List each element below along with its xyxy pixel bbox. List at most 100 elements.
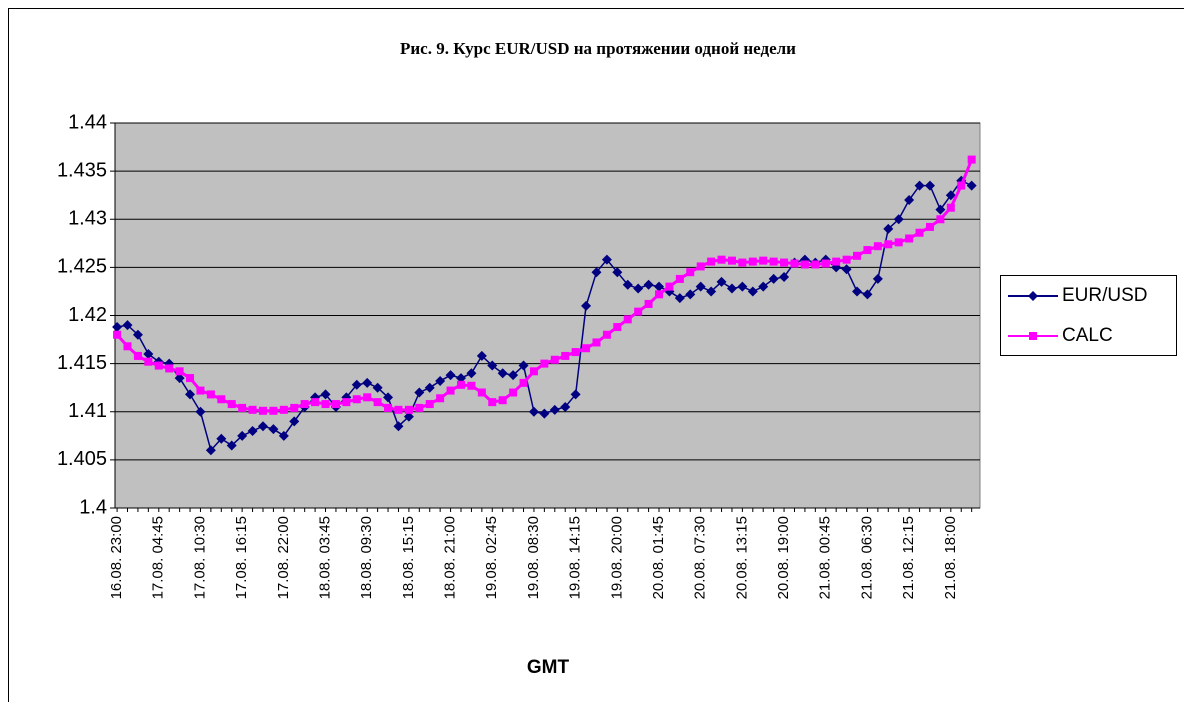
data-point xyxy=(905,234,914,243)
legend-label: CALC xyxy=(1062,325,1113,346)
data-point xyxy=(601,254,612,265)
data-point xyxy=(456,373,466,384)
data-point xyxy=(779,272,790,282)
data-point xyxy=(331,400,340,409)
data-point xyxy=(404,405,413,414)
x-tick-label: 18.08. 03:45 xyxy=(316,516,333,599)
data-point xyxy=(217,395,226,404)
data-point xyxy=(132,329,143,340)
data-point xyxy=(602,330,611,339)
y-tick-label: 1.41 xyxy=(68,400,107,422)
data-point xyxy=(759,256,768,265)
data-point xyxy=(113,330,122,339)
data-point xyxy=(133,351,142,360)
x-tick-label: 18.08. 15:15 xyxy=(400,516,417,599)
data-point xyxy=(967,155,976,164)
data-point xyxy=(957,181,966,190)
legend-box xyxy=(1000,275,1177,356)
x-tick-label: 21.08. 18:00 xyxy=(942,516,959,599)
data-point xyxy=(321,400,330,409)
data-point xyxy=(852,286,863,297)
data-point xyxy=(613,323,622,332)
data-point xyxy=(884,240,893,249)
data-point xyxy=(738,258,747,267)
x-tick-label: 19.08. 20:00 xyxy=(608,516,625,599)
data-point xyxy=(654,281,665,292)
x-tick-label: 18.08. 09:30 xyxy=(358,516,375,599)
data-point xyxy=(758,281,769,292)
data-point xyxy=(726,283,737,294)
data-point xyxy=(278,430,289,441)
data-point xyxy=(550,355,559,364)
data-point xyxy=(811,260,820,269)
data-point xyxy=(695,281,706,292)
data-point xyxy=(634,307,643,316)
data-point xyxy=(311,398,320,407)
data-point xyxy=(435,375,446,386)
data-point xyxy=(935,204,946,215)
data-point xyxy=(122,320,133,331)
data-point xyxy=(528,406,539,417)
x-tick-label: 19.08. 02:45 xyxy=(483,516,500,599)
y-tick-label: 1.435 xyxy=(57,159,107,181)
data-point xyxy=(529,367,538,376)
data-point xyxy=(894,238,903,247)
data-point xyxy=(748,257,757,266)
data-point xyxy=(424,382,435,393)
data-point xyxy=(226,440,237,451)
data-point xyxy=(384,403,393,412)
data-point xyxy=(237,430,248,441)
data-point xyxy=(383,392,394,403)
x-tick-label: 21.08. 12:15 xyxy=(900,516,917,599)
y-tick-label: 1.44 xyxy=(68,111,107,133)
data-point xyxy=(893,214,904,225)
data-point xyxy=(966,180,977,191)
data-point xyxy=(904,195,915,205)
data-point xyxy=(279,405,288,414)
data-point xyxy=(414,387,425,398)
data-point xyxy=(143,349,154,359)
data-point xyxy=(549,404,560,415)
data-point xyxy=(508,370,519,381)
x-tick-label: 19.08. 14:15 xyxy=(567,516,584,599)
data-point xyxy=(780,258,789,267)
data-point xyxy=(248,405,257,414)
data-point xyxy=(591,267,602,278)
data-point xyxy=(394,405,403,414)
x-tick-label: 18.08. 21:00 xyxy=(442,516,459,599)
data-point xyxy=(258,406,267,415)
data-point xyxy=(769,257,778,266)
data-point xyxy=(655,290,664,299)
data-point xyxy=(936,215,945,224)
x-tick-label: 16.08. 23:00 xyxy=(108,516,125,599)
data-point xyxy=(821,259,830,268)
data-point xyxy=(914,180,925,191)
y-tick-label: 1.425 xyxy=(57,256,107,278)
data-point xyxy=(716,276,727,287)
data-point xyxy=(853,251,862,260)
data-point xyxy=(268,424,279,435)
data-point xyxy=(498,396,507,405)
data-point xyxy=(457,380,465,389)
data-point xyxy=(665,282,674,291)
data-point xyxy=(300,400,309,409)
y-tick-label: 1.415 xyxy=(57,352,107,374)
data-point xyxy=(174,373,185,384)
data-point xyxy=(476,350,487,361)
data-point xyxy=(737,281,748,292)
data-point xyxy=(290,403,299,412)
data-point xyxy=(320,389,331,400)
data-point xyxy=(436,394,445,403)
data-point xyxy=(924,180,935,191)
data-point xyxy=(352,395,361,404)
data-point xyxy=(403,411,414,422)
data-point xyxy=(768,273,779,284)
data-point xyxy=(289,416,300,427)
x-tick-label: 20.08. 07:30 xyxy=(692,516,709,599)
data-point xyxy=(518,360,529,371)
x-axis-title: GMT xyxy=(527,657,570,678)
data-point xyxy=(883,223,894,234)
data-point xyxy=(362,377,373,388)
data-point xyxy=(862,289,873,300)
